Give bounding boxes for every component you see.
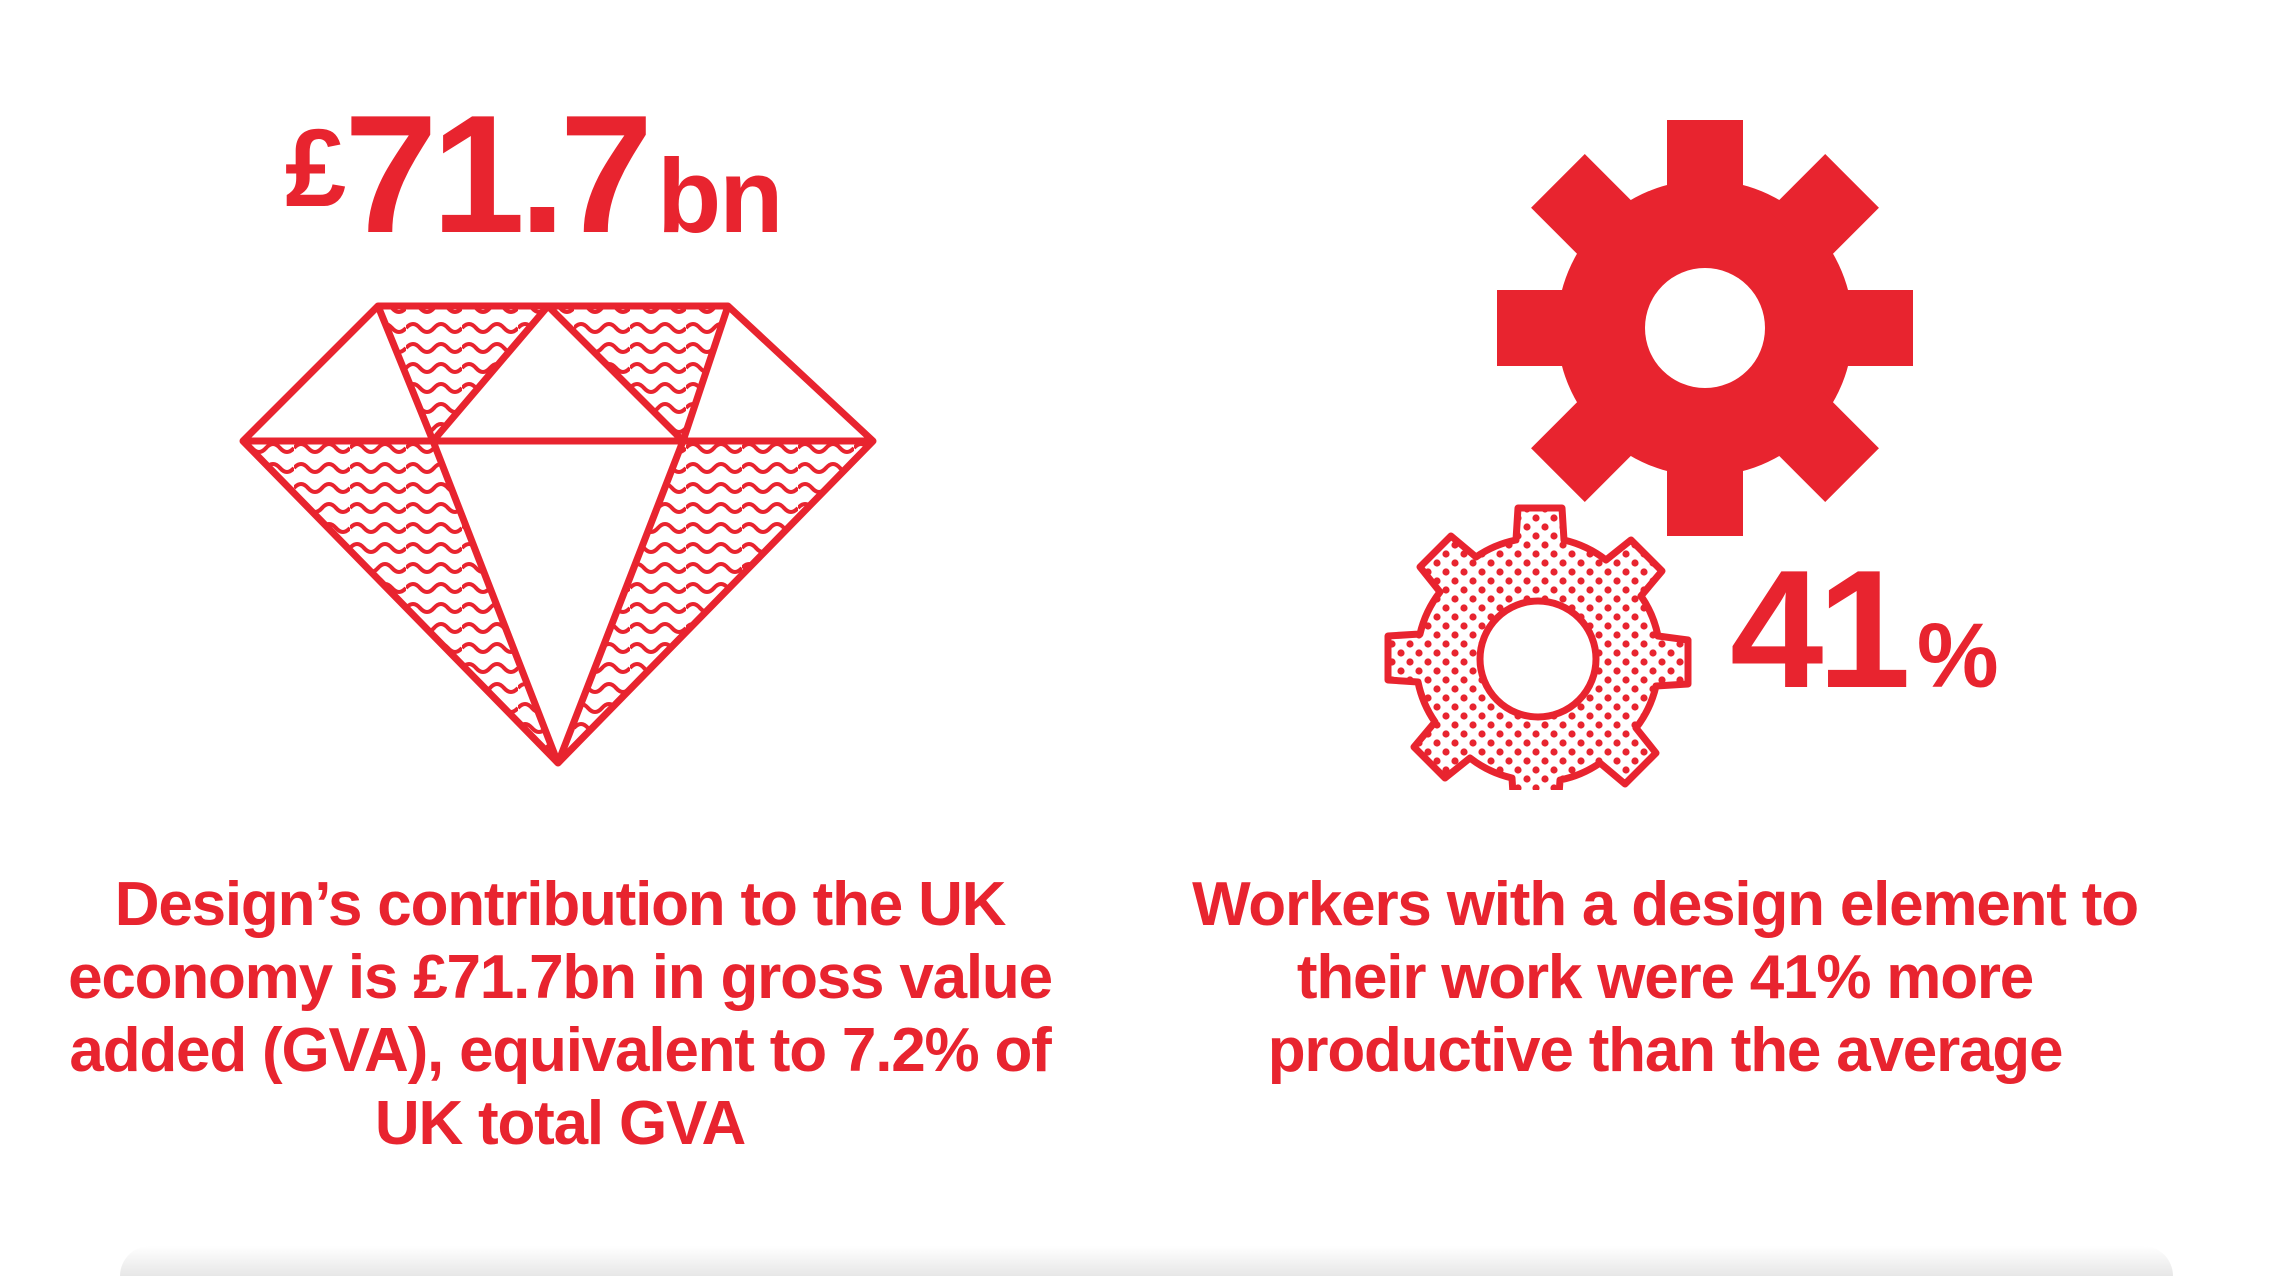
- productivity-value: 41: [1730, 535, 1911, 723]
- productivity-stat: 41%: [1730, 545, 1999, 713]
- gva-unit: bn: [657, 138, 783, 255]
- bottom-shadow: [120, 1246, 2173, 1276]
- left-panel: £71.7bn Design’s contribution to the UK …: [0, 0, 1120, 1276]
- gva-caption: Design’s contribution to the UK economy …: [68, 870, 1053, 1158]
- gva-currency: £: [285, 107, 346, 230]
- productivity-caption: Workers with a design element to their w…: [1192, 870, 2139, 1085]
- right-panel: Workers with a design element to their w…: [1160, 0, 2293, 1276]
- gears-icon: [1384, 120, 1913, 790]
- gva-value: 71.7: [344, 80, 653, 268]
- productivity-unit: %: [1916, 605, 1999, 707]
- gva-stat: £71.7bn: [285, 90, 783, 258]
- diamond-icon: [239, 302, 877, 767]
